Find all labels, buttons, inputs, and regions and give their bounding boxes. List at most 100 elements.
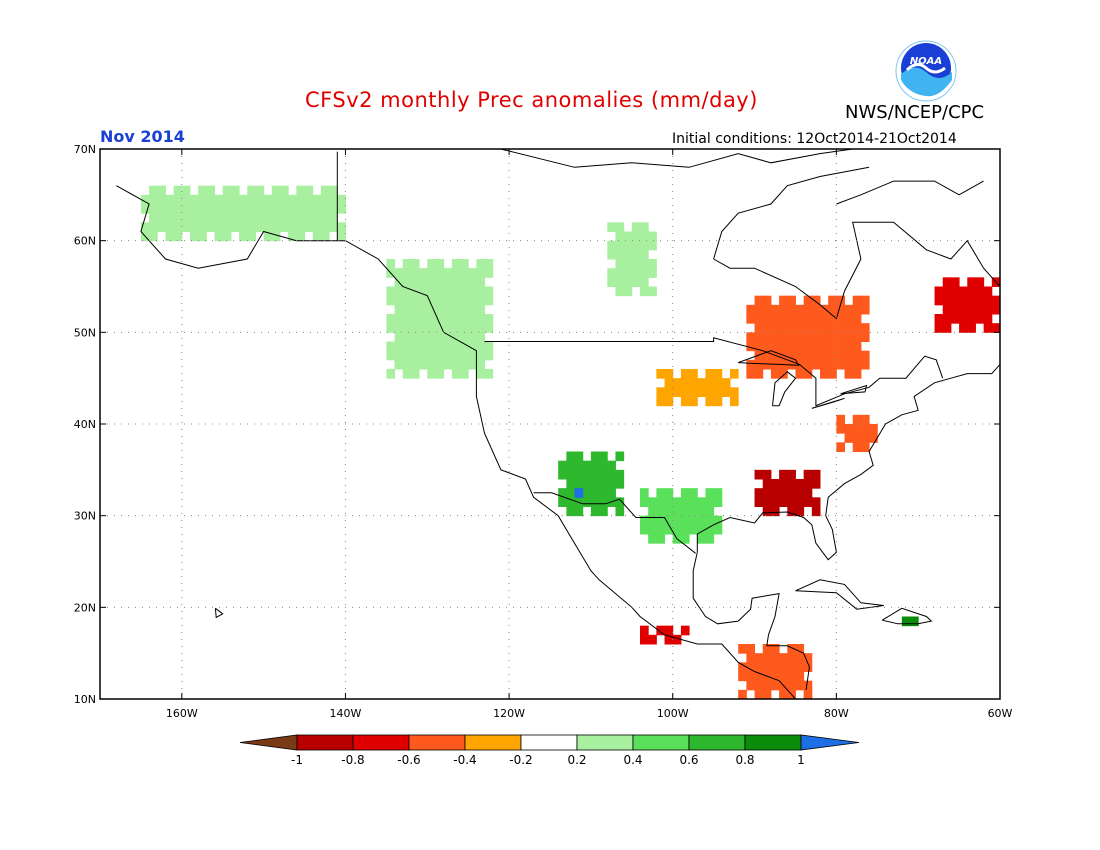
anomaly-cell [746,369,756,379]
anomaly-cell [214,213,224,223]
anomaly-cell [427,259,436,269]
anomaly-cell [181,194,191,205]
lake-erie [811,397,845,409]
anomaly-cell [255,185,265,196]
anomaly-cell [934,323,944,333]
anomaly-cell [590,469,600,480]
anomaly-cell [795,323,805,333]
colorbar-segment [744,734,802,751]
anomaly-cell [713,524,723,535]
anomaly-cell [296,194,306,205]
anomaly-cell [795,662,805,672]
anomaly-cell [296,231,306,242]
anomaly-cell [149,185,158,196]
anomaly-cell [828,304,837,315]
anomaly-cell [460,295,469,306]
anomaly-cell [852,414,862,425]
anomaly-cell [558,488,567,498]
anomaly-cell [476,341,486,352]
colorbar-arrow-low [239,734,298,751]
anomaly-cell [672,515,682,526]
anomaly-cell [615,240,625,251]
anomaly-cell [795,304,805,315]
anomaly-cell [312,194,322,205]
anomaly-cell [828,369,837,379]
lat-label: 40N [74,418,96,431]
anomaly-region [934,277,1000,333]
lat-label: 70N [74,143,96,156]
anomaly-cell [173,204,183,214]
anomaly-cell [959,304,968,315]
anomaly-cell [640,488,649,498]
anomaly-cell [574,451,584,462]
anomaly-cell [599,506,608,517]
anomaly-cell [476,359,486,370]
anomaly-cell [713,378,723,388]
anomaly-cell [983,304,993,315]
anomaly-cell [615,249,625,260]
anomaly-cell [828,341,837,352]
anomaly-region [836,414,878,452]
anomaly-cell [860,304,870,315]
anomaly-cell [435,369,445,379]
anomaly-cell [754,680,764,691]
anomaly-cell [157,222,166,232]
anomaly-cell [271,185,281,196]
anomaly-cell [181,185,191,196]
anomaly-cell [967,286,976,297]
anomaly-cell [648,240,657,251]
anomaly-cell [942,295,952,306]
anomaly-cell [427,295,436,306]
anomaly-cell [599,451,608,462]
anomaly-cell [149,222,158,232]
anomaly-cell [844,433,854,443]
anomaly-cell [582,497,592,507]
anomaly-cell [672,524,682,535]
colorbar-label: -1 [291,753,303,767]
lake-ontario [840,384,868,395]
anomaly-cell [860,295,870,306]
anomaly-cell [419,295,428,306]
anomaly-cell [754,304,764,315]
anomaly-cell [779,469,788,480]
anomaly-cell [795,332,805,342]
anomaly-cell [410,350,420,361]
anomaly-cell [795,488,805,498]
anomaly-cell [950,295,960,306]
anomaly-cell [402,350,412,361]
anomaly-cell [214,231,224,242]
anomaly-cell [607,277,616,287]
us-mexico-border [533,492,696,554]
anomaly-cell [836,314,846,324]
anomaly-cell [230,185,240,196]
anomaly-cell [263,204,273,214]
anomaly-cell [206,213,216,223]
anomaly-cell [443,323,453,333]
anomaly-cell [427,359,436,370]
anomaly-cell [468,304,477,315]
anomaly-cell [664,396,674,407]
colorbar-label: 0.6 [679,753,698,767]
anomaly-cell [149,213,158,223]
anomaly-cell [181,222,191,232]
anomaly-cell [329,185,338,196]
anomaly-cell [754,341,764,352]
anomaly-cell [247,194,256,205]
anomaly-cell [468,323,477,333]
anomaly-cell [566,497,576,507]
anomaly-cell [795,671,805,682]
anomaly-cell [779,314,788,324]
anomaly-region [640,488,723,544]
anomaly-cell [762,662,772,672]
anomaly-cell [443,286,453,297]
anomaly-cell [165,231,175,242]
anomaly-cell [730,396,739,407]
anomaly-cell [787,469,796,480]
anomaly-cell [468,359,477,370]
anomaly-cell [410,295,420,306]
anomaly-cell [394,268,404,278]
anomaly-cell [959,314,968,324]
anomaly-cell [770,341,780,352]
anomaly-cell [271,194,281,205]
